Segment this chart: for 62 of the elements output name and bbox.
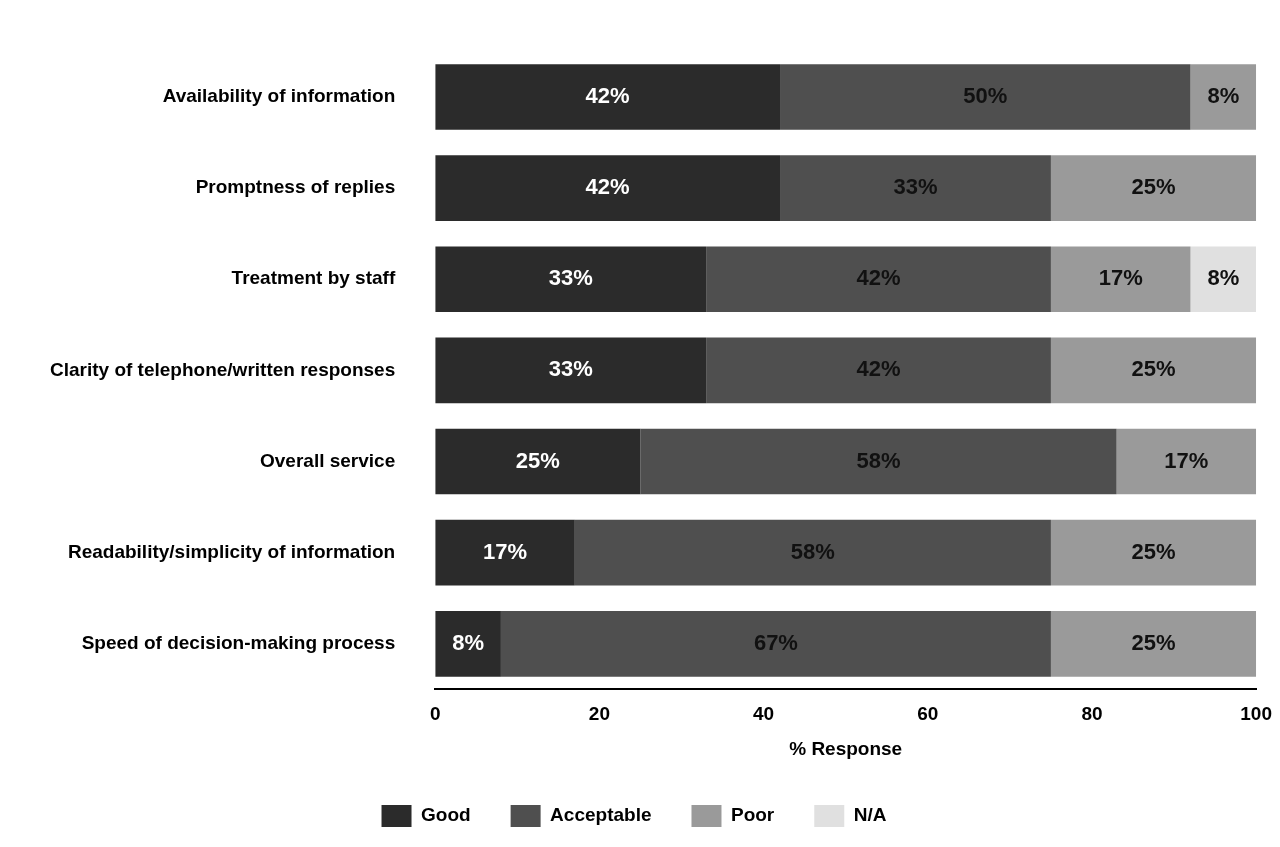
data-label: 17% <box>1164 447 1209 473</box>
data-label: 33% <box>893 174 938 200</box>
data-label: 8% <box>452 629 484 655</box>
bar <box>435 155 781 221</box>
bar <box>500 611 1051 677</box>
data-label: 17% <box>482 538 528 564</box>
data-label: 58% <box>790 538 835 564</box>
y-tick-label: Treatment by staff <box>231 267 396 289</box>
data-label: 67% <box>753 629 798 655</box>
y-tick-label: Speed of decision-making process <box>81 632 396 654</box>
y-tick-label: Promptness of replies <box>195 176 396 198</box>
bar <box>780 155 1051 221</box>
bar <box>435 611 501 677</box>
y-tick-label: Overall service <box>260 449 396 471</box>
legend-label: Poor <box>730 804 775 826</box>
bar <box>435 519 575 586</box>
x-tick-label: 60 <box>917 703 939 725</box>
bar <box>1050 519 1257 586</box>
legend-label: N/A <box>853 804 887 826</box>
data-label: 25% <box>1131 538 1176 564</box>
data-label: 42% <box>856 265 901 291</box>
data-label: 8% <box>1207 265 1240 291</box>
bar <box>1190 64 1257 130</box>
bar <box>435 246 707 313</box>
bar <box>1050 337 1257 404</box>
data-label: 58% <box>856 447 901 473</box>
legend-label: Acceptable <box>550 804 652 826</box>
bar <box>780 64 1191 130</box>
data-label: 33% <box>548 356 593 382</box>
bar <box>574 519 1051 586</box>
y-tick-label: Clarity of telephone/written responses <box>49 358 396 380</box>
bar <box>706 246 1051 313</box>
bar <box>1190 246 1257 313</box>
bar <box>640 428 1117 495</box>
bar <box>706 337 1051 404</box>
data-label: 25% <box>1131 174 1176 200</box>
data-label: 42% <box>585 83 630 109</box>
legend-label: Good <box>421 804 471 826</box>
x-axis-title: % Response <box>789 737 903 759</box>
x-tick-label: 100 <box>1240 703 1272 725</box>
bar <box>1050 611 1257 677</box>
bar <box>1116 428 1257 495</box>
data-label: 17% <box>1098 265 1143 291</box>
data-label: 25% <box>515 447 560 473</box>
x-tick-label: 40 <box>753 703 775 725</box>
data-label: 42% <box>585 174 630 200</box>
data-label: 50% <box>963 83 1008 109</box>
y-tick-label: Readability/simplicity of information <box>67 540 396 562</box>
bar <box>1050 155 1257 221</box>
data-label: 42% <box>856 356 901 382</box>
x-tick-label: 80 <box>1081 703 1103 725</box>
data-label: 25% <box>1131 356 1176 382</box>
x-tick-label: 20 <box>588 703 610 725</box>
data-label: 33% <box>548 265 593 291</box>
x-tick-label: 0 <box>429 703 441 725</box>
y-tick-label: Availability of information <box>162 85 396 107</box>
data-label: 8% <box>1207 83 1240 109</box>
bar <box>435 64 781 130</box>
bar <box>435 337 707 404</box>
data-label: 25% <box>1131 629 1176 655</box>
bar <box>435 428 641 495</box>
bar <box>1050 246 1191 313</box>
